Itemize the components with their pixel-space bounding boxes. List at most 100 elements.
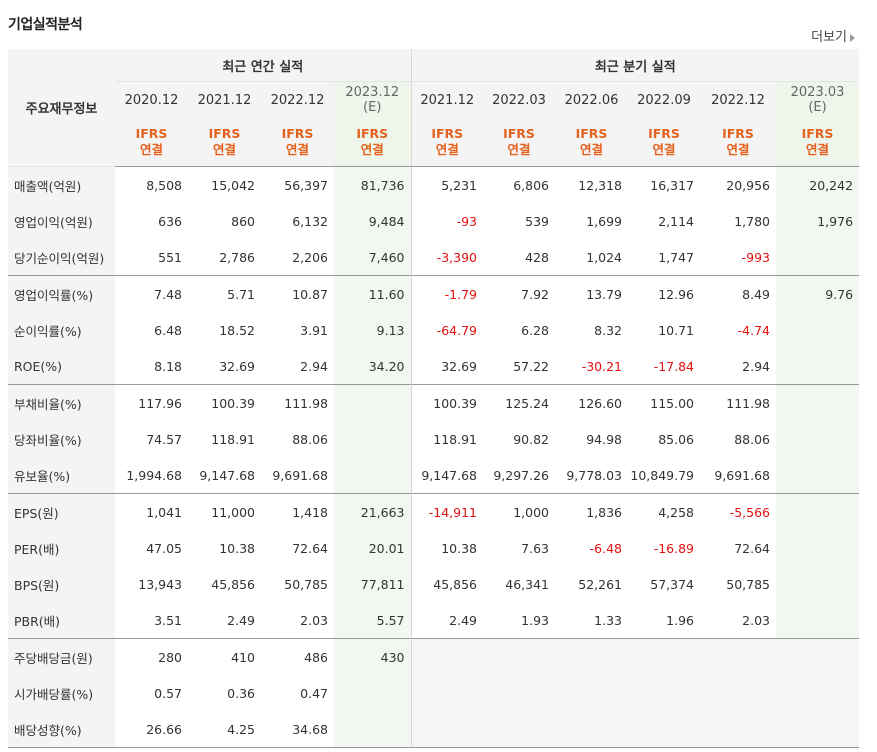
table-cell: 50,785	[284, 576, 328, 592]
table-cell: -17.84	[653, 358, 694, 374]
row-label: 당기순이익(억원)	[8, 239, 115, 276]
table-cell: 4,258	[628, 493, 700, 530]
row-label: 부채비율(%)	[8, 384, 115, 421]
table-cell: 280	[115, 638, 188, 675]
table-cell	[483, 675, 555, 711]
table-cell	[776, 675, 860, 711]
consolidated-label: 연결	[806, 142, 830, 157]
table-cell: 9.76	[776, 275, 860, 312]
row-label: ROE(%)	[8, 348, 115, 385]
consolidated-label: 연결	[285, 142, 309, 157]
table-cell: 1,041	[115, 493, 188, 530]
table-cell: 2.94	[300, 358, 328, 374]
period-header: 2022.06	[555, 81, 628, 118]
consolidated-label: 연결	[435, 142, 459, 157]
table-cell: 2,114	[658, 213, 694, 229]
table-cell: 5,231	[410, 166, 483, 203]
accounting-standard: IFRS 연결	[628, 118, 700, 167]
table-cell: 10.38	[219, 540, 255, 556]
table-row: EPS(원) 1,041 11,000 1,418 21,663 -14,911 1,000…	[8, 493, 860, 530]
period-label: 2022.03	[492, 92, 546, 108]
table-cell	[334, 457, 411, 494]
table-cell	[334, 421, 411, 457]
table-cell: 6.48	[154, 322, 182, 338]
table-cell: 52,261	[578, 576, 622, 592]
table-row: 순이익률(%) 6.48 18.52 3.91 9.13 -64.79 6.28 8.32 10…	[8, 312, 860, 348]
table-cell: 430	[334, 638, 411, 675]
table-cell	[628, 675, 700, 711]
table-cell: 125.24	[483, 384, 555, 421]
table-row: 시가배당률(%) 0.57 0.36 0.47	[8, 675, 860, 711]
table-cell: -93	[410, 203, 483, 239]
table-cell: 1,836	[555, 493, 628, 530]
period-label: 2020.12	[124, 92, 179, 108]
accounting-standard: IFRS 연결	[410, 118, 483, 167]
table-cell: -14,911	[410, 493, 483, 530]
table-cell	[776, 348, 860, 385]
table-cell: 6.28	[521, 322, 549, 338]
accounting-standard: IFRS 연결	[261, 118, 334, 167]
table-cell	[700, 711, 776, 748]
table-cell: 3.51	[154, 612, 182, 628]
table-cell	[776, 530, 860, 566]
annual-group-header: 최근 연간 실적	[115, 49, 411, 82]
more-link[interactable]: 더보기	[811, 26, 855, 45]
table-cell: 2.49	[227, 612, 255, 628]
table-cell: 32.69	[219, 358, 255, 374]
consolidated-label: 연결	[579, 142, 603, 157]
table-cell: 50,785	[726, 576, 770, 592]
table-cell	[555, 638, 628, 675]
table-cell: 12,318	[578, 177, 622, 193]
table-row: BPS(원) 13,943 45,856 50,785 77,811 45,856 46,3…	[8, 566, 860, 602]
table-cell: 2.94	[742, 358, 770, 374]
estimate-mark: (E)	[808, 100, 827, 115]
ifrs-label: IFRS	[503, 126, 535, 141]
accounting-standard: IFRS 연결	[334, 118, 411, 167]
period-label: 2021.12	[197, 92, 252, 108]
table-cell: 85.06	[658, 431, 694, 447]
ifrs-label: IFRS	[208, 126, 241, 141]
table-cell: 10.38	[410, 530, 483, 566]
row-label: EPS(원)	[8, 493, 115, 530]
table-cell: 9,147.68	[199, 467, 255, 483]
row-label: 순이익률(%)	[8, 312, 115, 348]
table-cell: 551	[158, 249, 182, 265]
accounting-standard: IFRS 연결	[188, 118, 261, 167]
table-cell: 1,000	[483, 493, 555, 530]
table-cell: 7.63	[521, 540, 549, 556]
table-cell: 5.71	[188, 275, 261, 312]
table-cell: 34.68	[261, 711, 334, 748]
row-label: 영업이익(억원)	[8, 203, 115, 239]
row-label: 유보율(%)	[8, 457, 115, 494]
table-cell	[776, 384, 860, 421]
table-cell: 20,956	[726, 177, 770, 193]
accounting-standard: IFRS 연결	[700, 118, 776, 167]
financial-table: 주요재무정보 최근 연간 실적 최근 분기 실적 2020.12 2021.12 2…	[8, 49, 860, 748]
table-cell: 32.69	[410, 348, 483, 385]
table-cell: 10,849.79	[630, 467, 694, 483]
table-cell: -5,566	[700, 493, 776, 530]
table-cell: -6.48	[589, 540, 622, 556]
accounting-standard: IFRS 연결	[776, 118, 860, 167]
period-header: 2021.12	[188, 81, 261, 118]
table-cell	[483, 711, 555, 748]
table-cell: 72.64	[292, 540, 328, 556]
row-label: BPS(원)	[8, 566, 115, 602]
table-cell	[776, 638, 860, 675]
table-cell: 1,780	[734, 213, 770, 229]
period-label: 2022.12	[270, 92, 325, 108]
table-row: 부채비율(%) 117.96 100.39 111.98 100.39 125.24 126…	[8, 384, 860, 421]
period-header: 2022.09	[628, 81, 700, 118]
period-header: 2023.03 (E)	[776, 81, 860, 118]
table-cell: 9,484	[334, 203, 411, 239]
table-cell: 15,042	[211, 177, 255, 193]
table-cell: 100.39	[410, 384, 483, 421]
row-label: 당좌비율(%)	[8, 421, 115, 457]
period-label: 2022.12	[711, 92, 765, 108]
table-cell: 57,374	[650, 576, 694, 592]
table-cell: -16.89	[653, 540, 694, 556]
period-header: 2022.03	[483, 81, 555, 118]
table-cell: 90.82	[513, 431, 549, 447]
table-cell: 1.33	[594, 612, 622, 628]
